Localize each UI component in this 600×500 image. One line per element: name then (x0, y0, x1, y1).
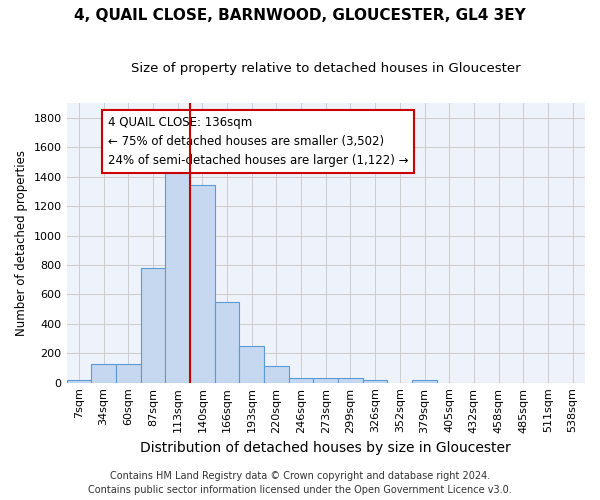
Bar (313, 378, 338, 382)
Bar (363, 380, 388, 382)
Bar (165, 172, 190, 382)
Text: 4, QUAIL CLOSE, BARNWOOD, GLOUCESTER, GL4 3EY: 4, QUAIL CLOSE, BARNWOOD, GLOUCESTER, GL… (74, 8, 526, 22)
Bar (338, 378, 363, 382)
Bar (264, 366, 289, 382)
Y-axis label: Number of detached properties: Number of detached properties (15, 150, 28, 336)
Bar (190, 186, 215, 382)
Bar (67, 380, 91, 382)
Bar (140, 268, 165, 382)
Title: Size of property relative to detached houses in Gloucester: Size of property relative to detached ho… (131, 62, 521, 76)
Bar (116, 364, 140, 382)
Text: Contains HM Land Registry data © Crown copyright and database right 2024.
Contai: Contains HM Land Registry data © Crown c… (88, 471, 512, 495)
Bar (215, 302, 239, 382)
Bar (412, 380, 437, 382)
X-axis label: Distribution of detached houses by size in Gloucester: Distribution of detached houses by size … (140, 441, 511, 455)
Bar (91, 364, 116, 382)
Text: 4 QUAIL CLOSE: 136sqm
← 75% of detached houses are smaller (3,502)
24% of semi-d: 4 QUAIL CLOSE: 136sqm ← 75% of detached … (108, 116, 409, 166)
Bar (239, 346, 264, 383)
Bar (289, 378, 313, 382)
